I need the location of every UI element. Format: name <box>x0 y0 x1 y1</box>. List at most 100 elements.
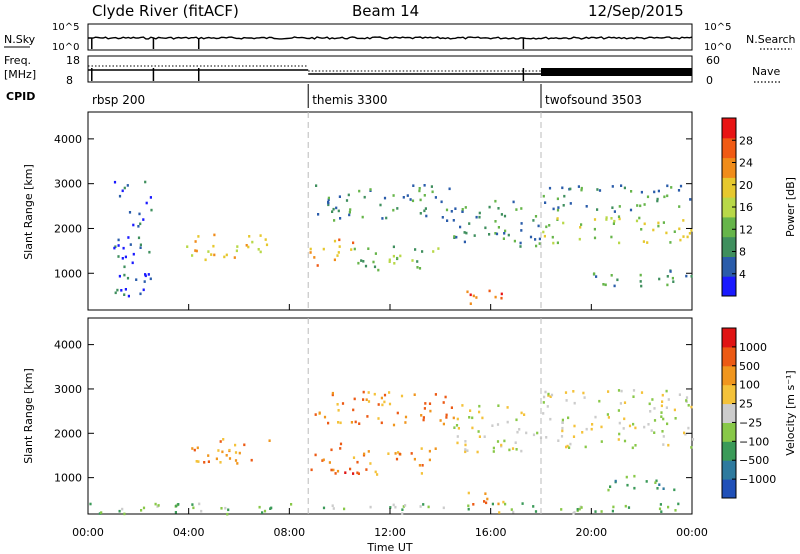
echo-cell <box>196 446 199 450</box>
echo-cell <box>338 238 341 242</box>
echo-cell <box>228 448 231 452</box>
echo-cell <box>335 206 338 210</box>
echo-cell <box>114 291 117 295</box>
power-axes: 4000 3000 2000 1000 <box>54 112 693 310</box>
velocity-echoes <box>89 389 695 516</box>
echo-cell <box>686 235 689 239</box>
echo-cell <box>543 395 546 399</box>
echo-cell <box>452 416 455 420</box>
echo-cell <box>402 196 405 199</box>
colorbar-swatch <box>722 157 736 178</box>
echo-cell <box>245 244 248 247</box>
echo-cell <box>123 293 126 296</box>
echo-cell <box>225 253 228 257</box>
echo-cell <box>464 450 467 454</box>
echo-cell <box>418 187 421 190</box>
echo-cell <box>496 423 500 426</box>
echo-cell <box>194 249 197 252</box>
echo-cell <box>419 505 422 508</box>
colorbar-tick-label: 8 <box>739 246 746 259</box>
echo-cell <box>118 509 121 513</box>
echo-cell <box>636 204 639 207</box>
echo-cell <box>639 204 642 208</box>
colorbar-tick-label: −25 <box>739 416 762 429</box>
echo-cell <box>617 409 620 412</box>
echo-cell <box>484 226 487 230</box>
echo-cell <box>556 241 559 245</box>
echo-cell <box>213 233 216 237</box>
echo-cell <box>220 507 223 510</box>
echo-cell <box>392 208 395 212</box>
echo-cell <box>392 194 395 197</box>
echo-cell <box>117 244 120 247</box>
echo-cell <box>656 487 659 490</box>
echo-cell <box>593 218 597 221</box>
echo-cell <box>327 421 330 425</box>
echo-cell <box>398 452 401 456</box>
echo-cell <box>215 457 218 461</box>
echo-cell <box>431 190 434 194</box>
echo-cell <box>380 396 383 400</box>
echo-cell <box>338 245 341 248</box>
echo-cell <box>481 416 484 420</box>
echo-cell <box>494 232 497 235</box>
echo-cell <box>542 401 545 404</box>
echo-cell <box>126 276 130 280</box>
echo-cell <box>330 468 333 472</box>
echo-cell <box>195 460 198 463</box>
echo-cell <box>666 194 669 198</box>
echo-cell <box>439 419 442 422</box>
echo-cell <box>653 190 656 194</box>
echo-cell <box>483 435 486 438</box>
echo-cell <box>634 426 637 430</box>
echo-cell <box>339 421 342 425</box>
echo-cell <box>468 416 471 419</box>
echo-cell <box>157 504 160 507</box>
echo-cell <box>512 200 515 204</box>
nsearch-label: N.Search <box>746 33 796 46</box>
echo-cell <box>492 446 495 450</box>
echo-cell <box>660 411 663 414</box>
echo-cell <box>207 454 210 457</box>
echo-cell <box>612 222 615 225</box>
echo-cell <box>316 264 319 267</box>
echo-cell <box>532 433 536 437</box>
echo-cell <box>361 215 364 219</box>
echo-cell <box>650 429 653 432</box>
echo-cell <box>657 189 660 193</box>
echo-cell <box>357 472 360 475</box>
echo-cell <box>464 440 467 443</box>
echo-cell <box>414 248 417 251</box>
echo-cell <box>117 238 120 242</box>
colorbar-tick-label: 16 <box>739 201 753 214</box>
colorbar-swatch <box>722 384 736 405</box>
echo-cell <box>471 426 474 430</box>
echo-cell <box>154 502 157 506</box>
echo-cell <box>338 195 341 198</box>
y-tick-label: 4000 <box>54 133 82 146</box>
echo-cell <box>556 197 559 201</box>
echo-cell <box>138 212 141 216</box>
echo-cell <box>640 190 643 194</box>
echo-cell <box>580 186 583 190</box>
echo-cell <box>613 219 616 223</box>
echo-cell <box>420 414 423 417</box>
echo-cell <box>347 193 350 197</box>
echo-cell <box>667 398 670 401</box>
echo-cell <box>662 487 665 490</box>
cpid-segment-label: themis 3300 <box>312 93 387 107</box>
cpid-label: CPID <box>6 90 35 103</box>
echo-cell <box>633 474 636 478</box>
echo-cell <box>596 208 599 211</box>
echo-cell <box>580 506 583 509</box>
echo-cell <box>404 421 407 424</box>
echo-cell <box>542 194 545 198</box>
echo-cell <box>224 506 227 510</box>
echo-cell <box>193 448 196 452</box>
echo-cell <box>140 509 143 512</box>
echo-cell <box>428 449 431 453</box>
colorbar-tick-label: −1000 <box>739 473 776 486</box>
echo-cell <box>475 215 478 219</box>
echo-cell <box>689 198 692 201</box>
